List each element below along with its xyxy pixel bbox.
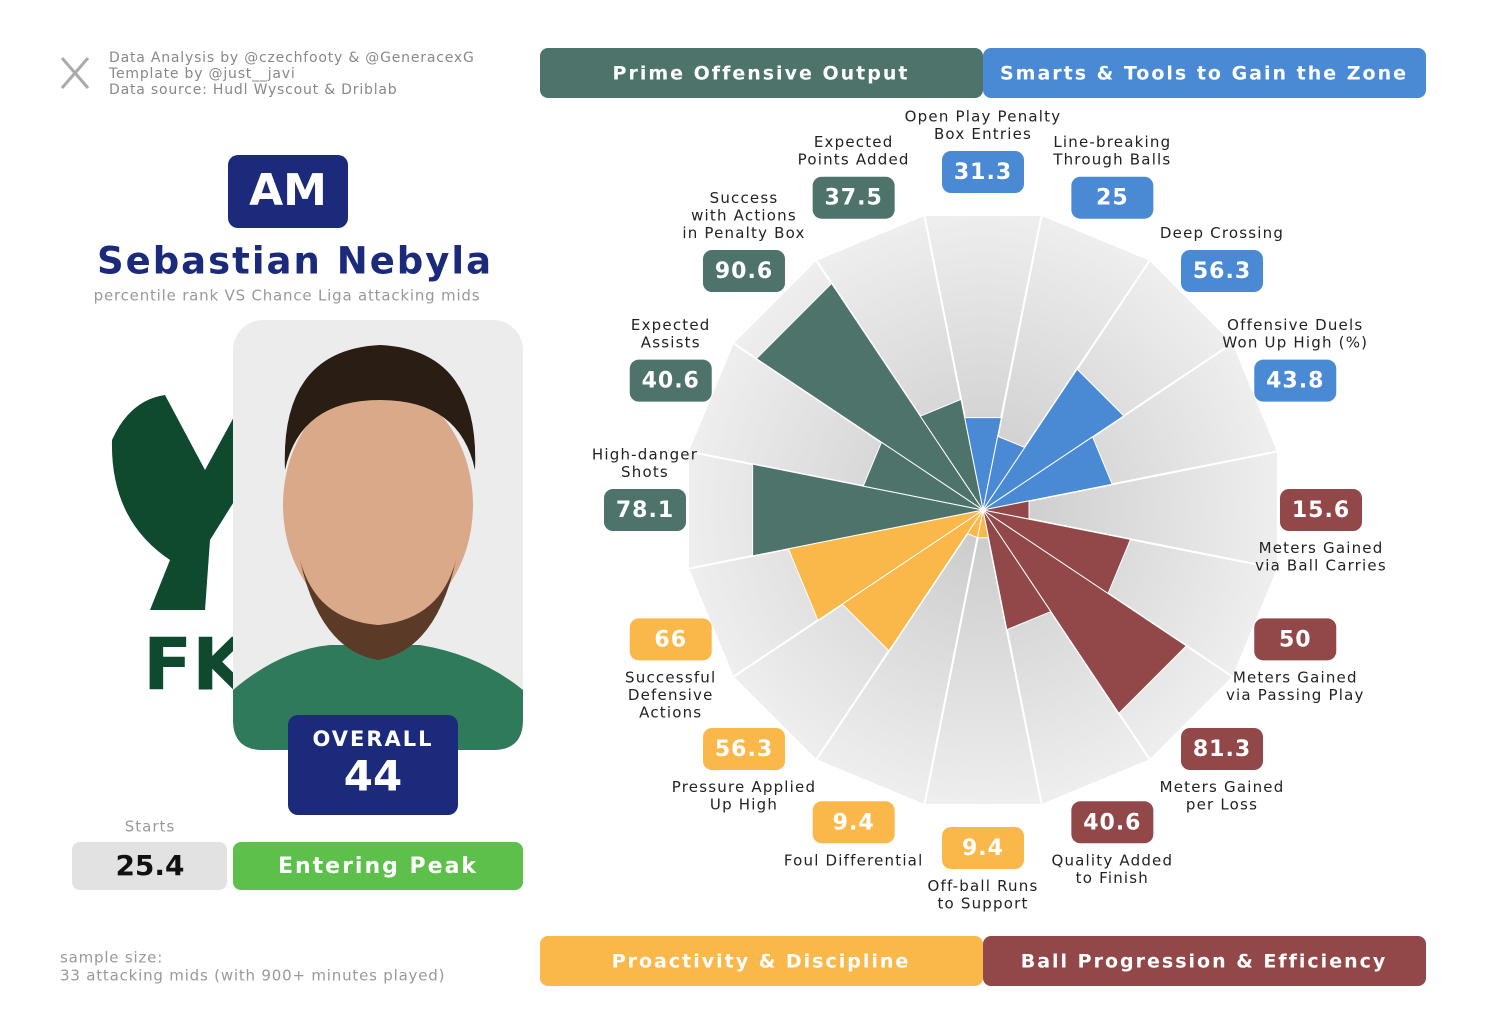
value-box <box>812 176 895 219</box>
value-label: 31.3 <box>954 160 1012 185</box>
status: Entering Peak <box>278 854 478 879</box>
value-box <box>629 359 712 402</box>
category-label: Off-ball Runs to Support <box>928 877 1039 913</box>
footer-line: sample size: <box>60 949 163 967</box>
value-label: 37.5 <box>825 186 883 211</box>
value-box <box>1181 728 1264 771</box>
value-box <box>812 801 895 844</box>
value-box <box>1181 249 1264 292</box>
position: AM <box>249 165 327 216</box>
value-box <box>604 489 686 531</box>
value-slice <box>982 509 1052 631</box>
value-label: 81.3 <box>1193 737 1251 762</box>
category-label: Meters Gained via Passing Play <box>1226 668 1365 704</box>
value-label: 40.6 <box>642 369 700 394</box>
category-label: Quality Added to Finish <box>1051 851 1173 887</box>
value-box <box>702 728 785 771</box>
value-label: 56.3 <box>1193 259 1251 284</box>
overall-value: 44 <box>344 752 402 801</box>
value-label: 9.4 <box>833 810 875 835</box>
group-header-label: Smarts & Tools to Gain the Zone <box>1000 63 1408 85</box>
category-label: Pressure Applied Up High <box>672 778 816 814</box>
starts-label: Starts <box>125 818 175 836</box>
group-header <box>540 936 983 986</box>
value-box <box>1254 359 1337 402</box>
value-box <box>1071 176 1154 219</box>
value-label: 78.1 <box>616 498 674 523</box>
value-label: 43.8 <box>1266 369 1324 394</box>
subtitle: percentile rank VS Chance Liga attacking… <box>94 287 481 305</box>
footer-line: 33 attacking mids (with 900+ minutes pla… <box>60 967 445 985</box>
category-label: Meters Gained per Loss <box>1160 778 1285 814</box>
group-header-label: Ball Progression & Efficiency <box>1021 951 1388 973</box>
club-logo: FK <box>111 395 250 707</box>
value-slice <box>982 436 1113 511</box>
center-dot <box>980 507 986 513</box>
category-label: Open Play Penalty Box Entries <box>905 107 1062 143</box>
group-header <box>540 48 983 98</box>
group-header-label: Prime Offensive Output <box>613 63 910 85</box>
value-label: 9.4 <box>962 836 1004 861</box>
credit: Template by @just__javi <box>108 66 296 82</box>
value-box <box>629 618 712 661</box>
overall-label: OVERALL <box>312 727 433 751</box>
value-slice <box>755 282 984 511</box>
player-photo <box>233 320 523 750</box>
credit: Data Analysis by @czechfooty & @Generace… <box>109 50 475 66</box>
overall-badge <box>288 715 458 815</box>
status-box <box>233 842 523 890</box>
value-box <box>1071 801 1154 844</box>
credit: Data source: Hudl Wyscout & Driblab <box>109 82 397 98</box>
starts-value: 25.4 <box>115 849 184 882</box>
value-box <box>1254 618 1337 661</box>
value-label: 25 <box>1096 186 1129 211</box>
category-label: Expected Assists <box>631 316 711 352</box>
value-label: 66 <box>654 627 687 652</box>
group-header <box>983 48 1426 98</box>
group-header-label: Proactivity & Discipline <box>612 951 911 973</box>
value-label: 50 <box>1279 627 1312 652</box>
value-box <box>942 827 1024 869</box>
group-header <box>983 936 1426 986</box>
category-label: Deep Crossing <box>1160 223 1284 241</box>
value-box <box>1280 489 1362 531</box>
value-label: 90.6 <box>715 259 773 284</box>
category-label: Expected Points Added <box>798 133 910 169</box>
player-name: Sebastian Nebyla <box>97 240 493 283</box>
starts-box <box>72 842 227 890</box>
value-label: 40.6 <box>1083 810 1141 835</box>
category-label: Successful Defensive Actions <box>625 668 716 721</box>
category-label: Foul Differential <box>784 851 924 869</box>
value-label: 56.3 <box>715 737 773 762</box>
category-label: Success with Actions in Penalty Box <box>682 188 805 241</box>
value-label: 15.6 <box>1292 498 1350 523</box>
category-label: Offensive Duels Won Up High (%) <box>1222 316 1368 352</box>
value-box <box>702 249 785 292</box>
category-label: High-danger Shots <box>592 445 698 481</box>
value-box <box>942 151 1024 193</box>
value-slice <box>919 398 984 511</box>
svg-text:FK: FK <box>143 623 250 707</box>
category-label: Meters Gained via Ball Carries <box>1255 539 1387 575</box>
position-badge <box>228 155 348 228</box>
category-label: Line-breaking Through Balls <box>1052 133 1171 169</box>
x-logo <box>60 57 90 89</box>
